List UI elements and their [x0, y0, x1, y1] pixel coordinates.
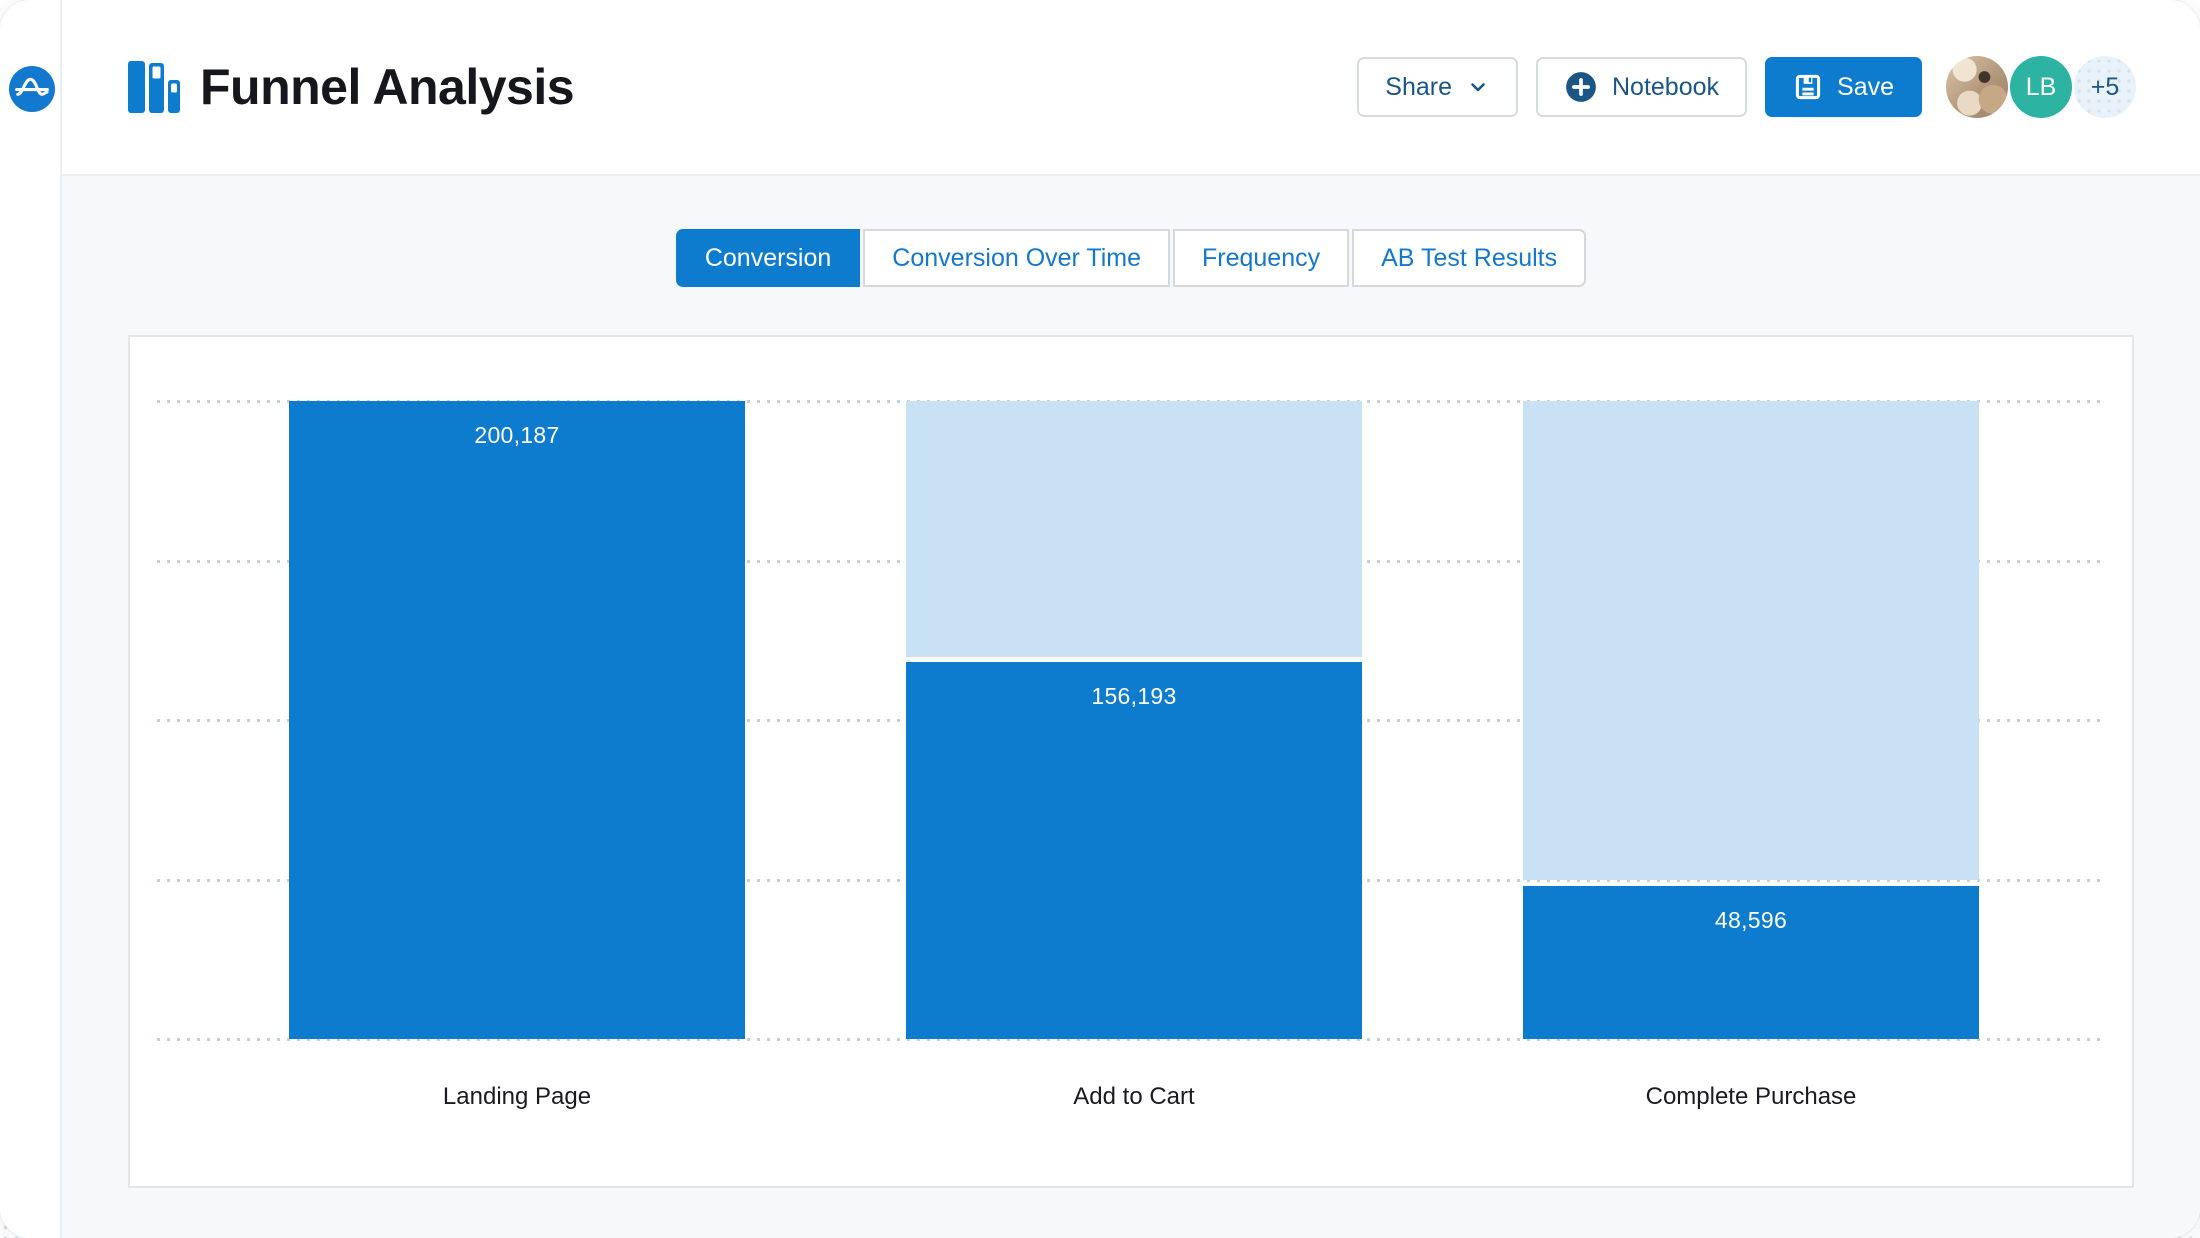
save-button-label: Save [1837, 72, 1894, 101]
main-column: Funnel Analysis Share [62, 0, 2200, 1238]
bar-value-label: 156,193 [1091, 683, 1177, 709]
x-axis-label: Landing Page [442, 1083, 592, 1110]
x-axis-label: Complete Purchase [1645, 1083, 1857, 1110]
left-rail [0, 0, 62, 1238]
save-icon [1793, 72, 1823, 102]
header: Funnel Analysis Share [62, 0, 2200, 176]
tab-ab-test-results[interactable]: AB Test Results [1352, 229, 1587, 287]
header-actions: Share Notebook [1357, 56, 2136, 118]
avatar[interactable] [1946, 56, 2008, 118]
funnel-bar: 48,596 [1523, 401, 1979, 1039]
plus-circle-icon [1564, 70, 1598, 104]
notebook-button[interactable]: Notebook [1535, 57, 1748, 117]
funnel-bar: 200,187 [289, 401, 745, 1039]
gridline [157, 1038, 2105, 1041]
avatar-overflow-badge[interactable]: +5 [2074, 56, 2136, 118]
bar-segment-converted[interactable]: 156,193 [906, 662, 1362, 1039]
bar-segment-converted[interactable]: 48,596 [1523, 886, 1979, 1039]
page-title: Funnel Analysis [200, 59, 575, 115]
funnel-bar: 156,193 [906, 401, 1362, 1039]
bar-segment-dropoff[interactable] [1523, 401, 1979, 880]
tab-frequency[interactable]: Frequency [1173, 229, 1350, 287]
bar-segment-converted[interactable]: 200,187 [289, 401, 745, 1039]
funnel-chart-icon [128, 61, 180, 113]
bar-value-label: 48,596 [1714, 907, 1788, 933]
tab-conversion-over-time[interactable]: Conversion Over Time [863, 229, 1170, 287]
bar-value-label: 200,187 [474, 422, 560, 448]
avatar-initials[interactable]: LB [2010, 56, 2072, 118]
notebook-button-label: Notebook [1611, 72, 1720, 101]
content-area: Conversion Conversion Over Time Frequenc… [62, 176, 2200, 1238]
chevron-down-icon [1466, 75, 1490, 99]
bar-segment-dropoff[interactable] [906, 401, 1362, 657]
funnel-plot: 200,187 156,193 48,596 [130, 400, 2132, 1041]
amplitude-logo-icon[interactable] [9, 66, 55, 112]
x-axis-label: Add to Cart [1073, 1083, 1195, 1110]
share-button-label: Share [1385, 72, 1452, 101]
view-tabs: Conversion Conversion Over Time Frequenc… [62, 229, 2200, 287]
title-group: Funnel Analysis [128, 59, 575, 115]
tab-conversion[interactable]: Conversion [675, 229, 861, 287]
collaborator-avatars: LB +5 [1946, 56, 2136, 118]
chart-panel: 200,187 156,193 48,596 Landing Page Add to … [128, 335, 2134, 1188]
share-button[interactable]: Share [1357, 57, 1518, 117]
save-button[interactable]: Save [1765, 57, 1922, 117]
